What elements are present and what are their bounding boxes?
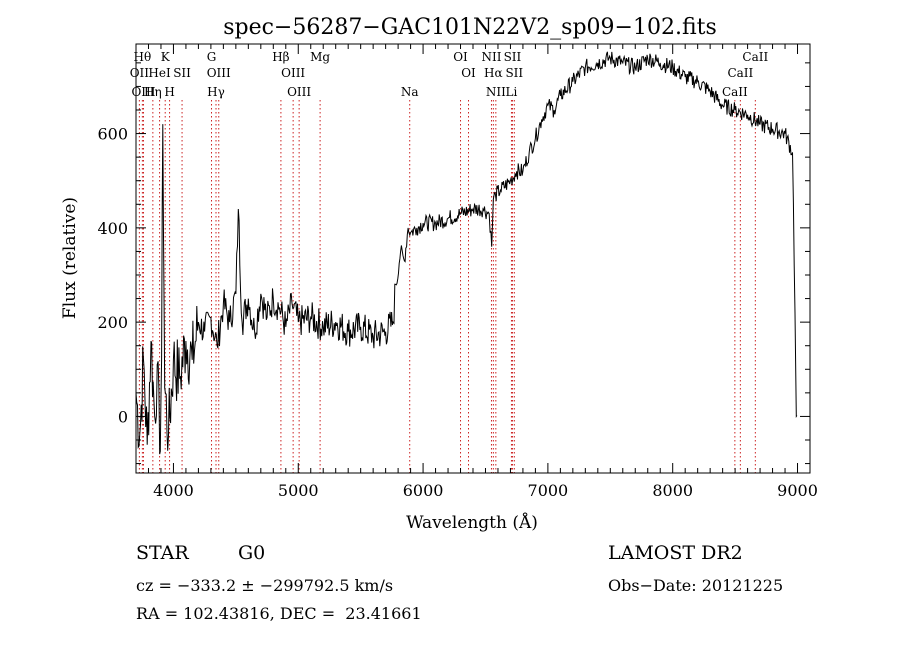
line-marker-label: NII	[481, 50, 501, 64]
line-marker-label: OII	[130, 66, 150, 80]
line-marker-label: SII	[173, 66, 191, 80]
y-tick-label: 0	[118, 407, 128, 426]
survey-label: LAMOST DR2	[608, 542, 743, 564]
line-marker-label: Hθ	[134, 50, 152, 64]
line-marker-label: Li	[506, 85, 518, 99]
line-marker-label: CaII	[742, 50, 768, 64]
y-tick-label: 400	[97, 219, 128, 238]
sky-coordinates: RA = 102.43816, DEC = 23.41661	[136, 604, 422, 623]
line-marker-label: SII	[505, 66, 523, 80]
line-marker-label: Hα	[484, 66, 503, 80]
x-tick-label: 6000	[403, 481, 444, 500]
x-axis: 4000 5000 6000 7000 8000 9000	[147, 44, 818, 500]
line-marker-label: Hη	[144, 85, 162, 99]
y-axis: 0 200 400 600	[97, 62, 810, 465]
line-marker-label: OIII	[281, 66, 305, 80]
line-marker-label: OIII	[287, 85, 311, 99]
line-marker-label: OIII	[131, 85, 155, 99]
y-tick-label: 600	[97, 125, 128, 144]
line-marker-label: Hγ	[207, 85, 225, 99]
line-marker-label: OI	[453, 50, 468, 64]
x-tick-label: 8000	[652, 481, 693, 500]
y-tick-label: 200	[97, 313, 128, 332]
line-marker-label: SII	[504, 50, 522, 64]
line-marker-label: Hβ	[272, 50, 289, 64]
line-marker-label: NII	[486, 85, 506, 99]
plot-frame	[135, 43, 811, 474]
object-class: STAR	[136, 542, 189, 564]
line-marker-label: H	[164, 85, 174, 99]
chart-title: spec−56287−GAC101N22V2_sp09−102.fits	[223, 15, 717, 40]
line-marker-label: G	[207, 50, 217, 64]
line-marker-label: HeI	[148, 66, 171, 80]
x-axis-label: Wavelength (Å)	[406, 512, 538, 533]
spectrum-series-line	[135, 51, 798, 455]
line-marker-label: CaII	[722, 85, 748, 99]
x-tick-label: 9000	[777, 481, 818, 500]
redshift-velocity: cz = −333.2 ± −299792.5 km/s	[136, 576, 394, 595]
line-marker-label: OIII	[207, 66, 231, 80]
observation-date: Obs−Date: 20121225	[608, 576, 784, 595]
object-subclass: G0	[238, 542, 266, 564]
line-marker-label: OI	[461, 66, 476, 80]
line-marker-label: CaII	[727, 66, 753, 80]
y-axis-label: Flux (relative)	[60, 197, 80, 319]
x-tick-label: 4000	[153, 481, 194, 500]
line-marker-label: Mg	[310, 50, 330, 64]
x-tick-label: 5000	[278, 481, 319, 500]
line-marker-label: K	[161, 50, 171, 64]
x-tick-label: 7000	[528, 481, 569, 500]
line-marker-label: Na	[401, 85, 419, 99]
